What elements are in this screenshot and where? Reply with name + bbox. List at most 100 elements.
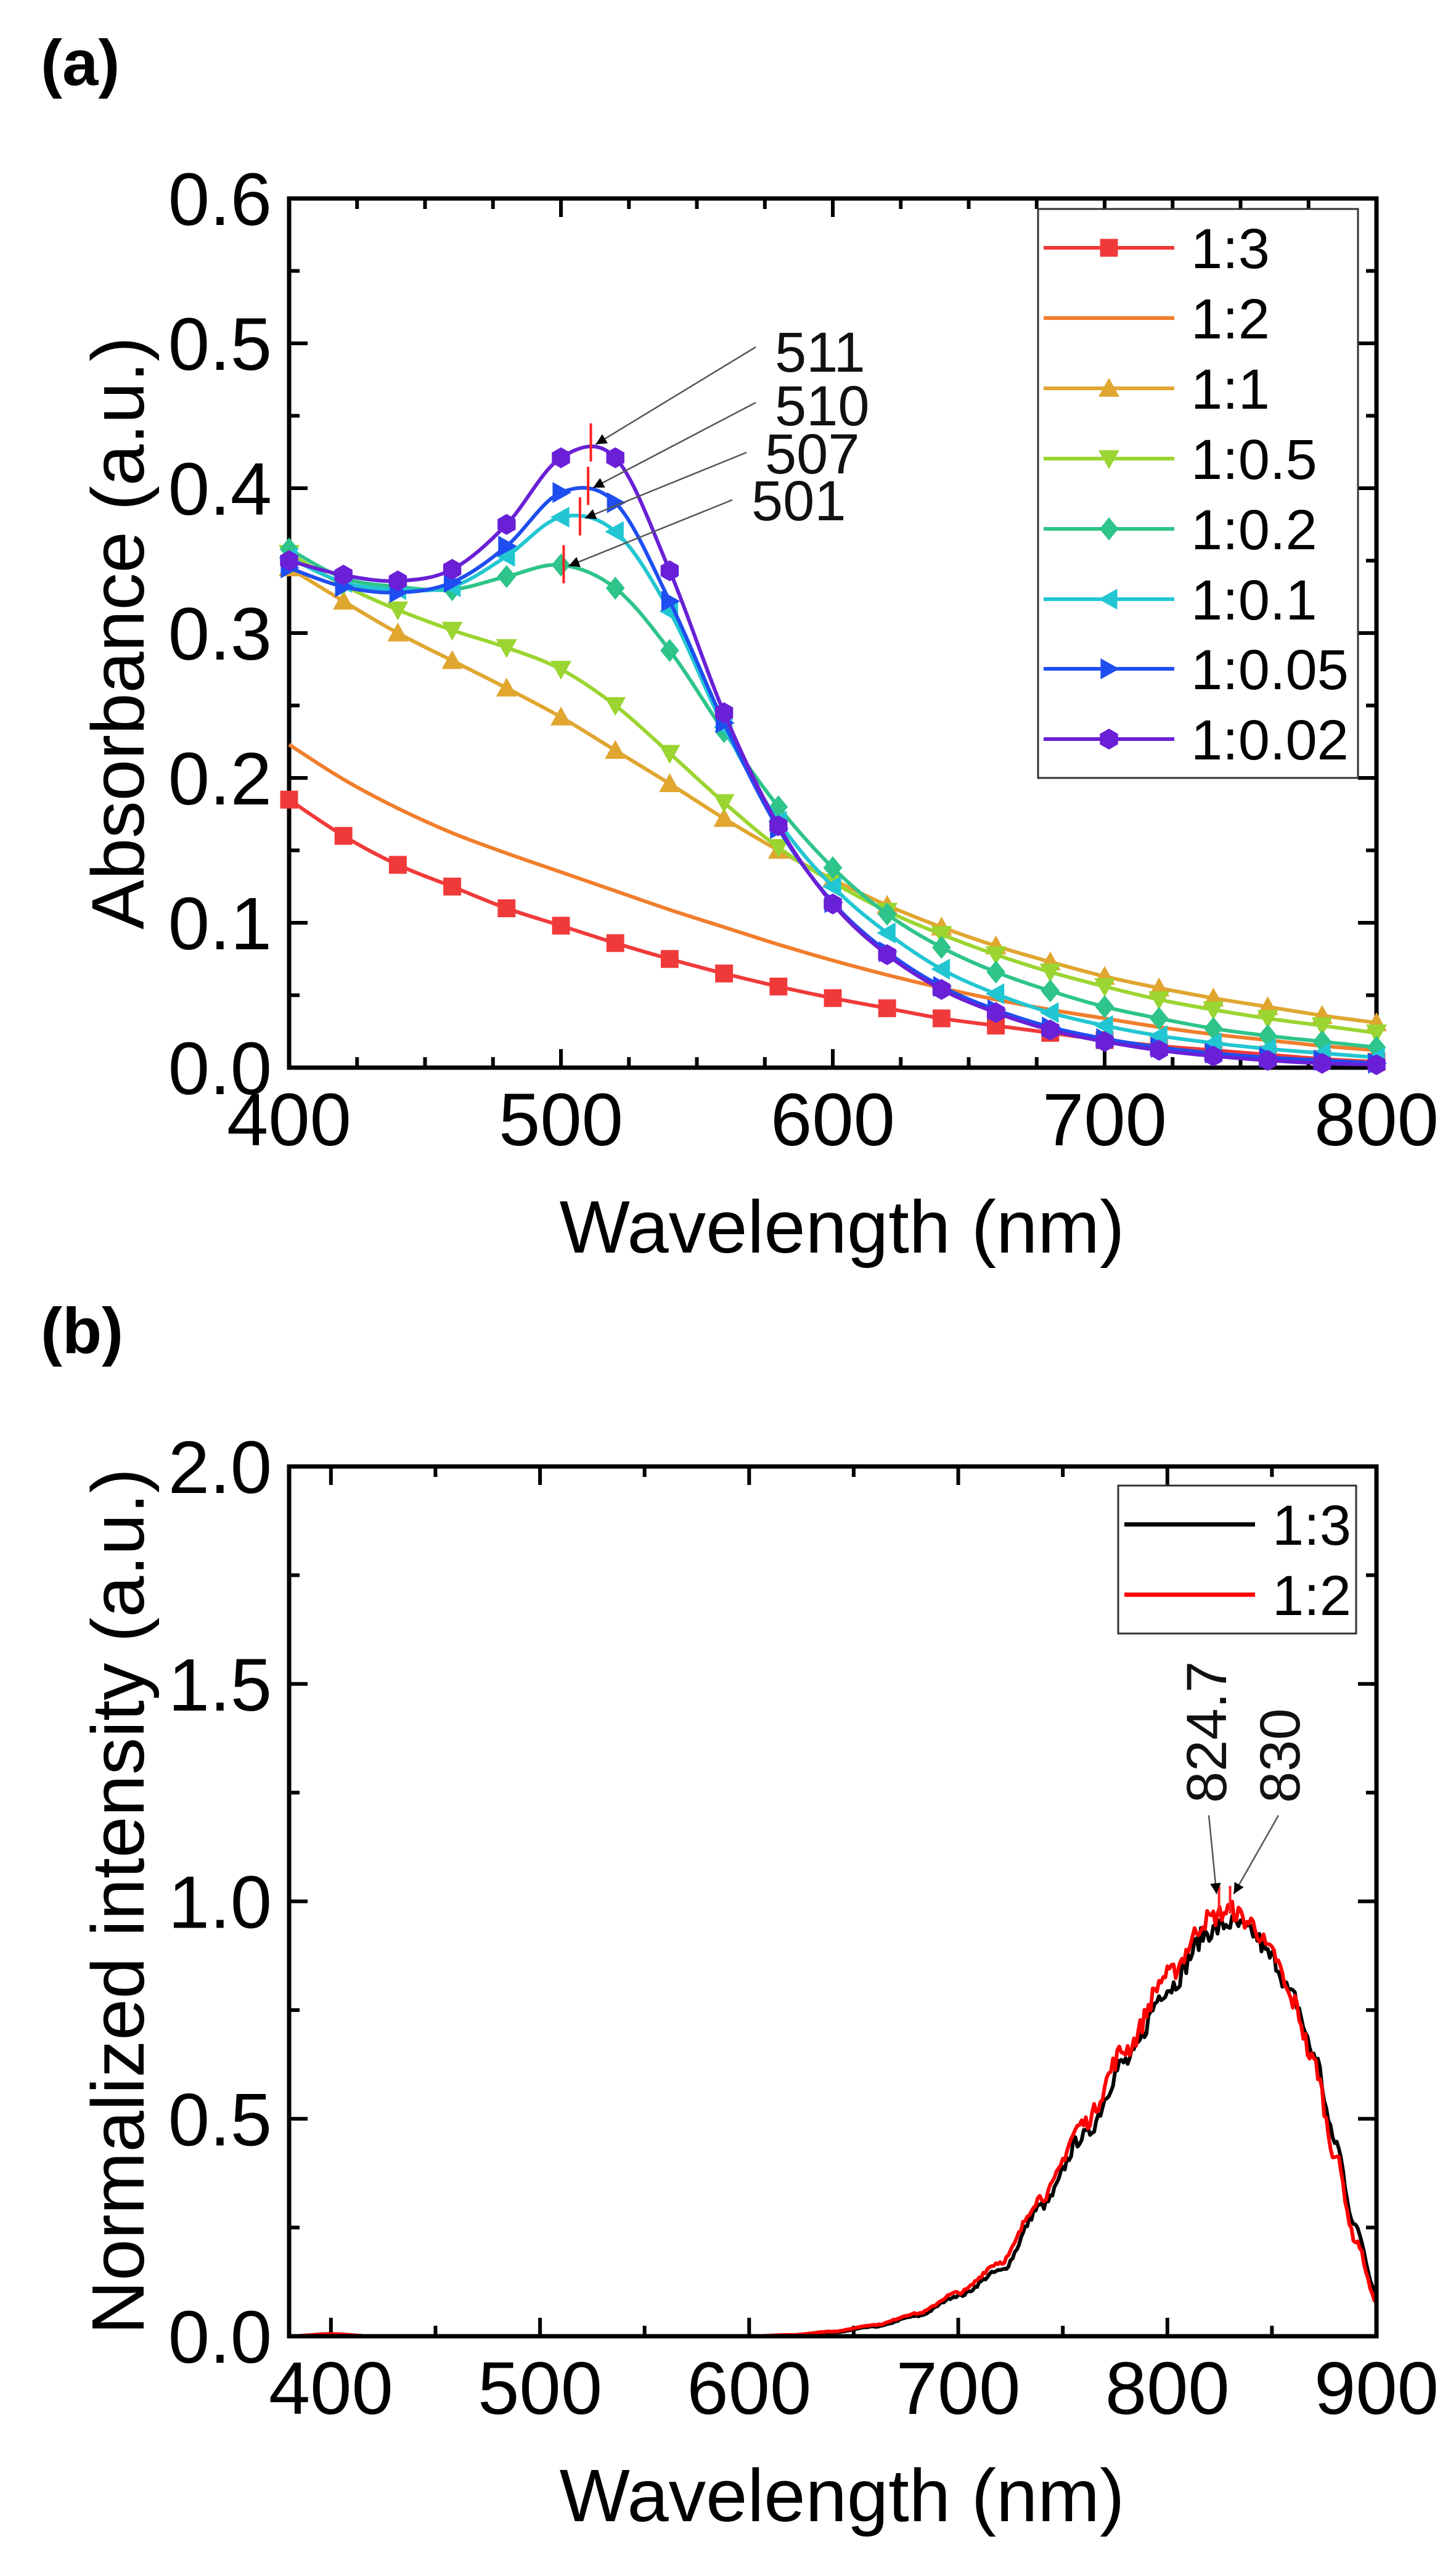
data-point-square bbox=[824, 989, 842, 1007]
data-point-square bbox=[606, 934, 624, 952]
y-tick-label: 1.5 bbox=[168, 1643, 272, 1727]
annotation-arrow bbox=[1233, 1815, 1280, 1895]
x-tick-label: 800 bbox=[1314, 1078, 1439, 1161]
data-point-triangle-left bbox=[1039, 1002, 1059, 1023]
data-point-triangle-up bbox=[387, 623, 409, 642]
x-tick-label: 900 bbox=[1314, 2346, 1439, 2430]
data-point-hexagon bbox=[1258, 1050, 1277, 1071]
y-axis-title: Absorbance (a.u.) bbox=[76, 337, 160, 930]
data-point-hexagon bbox=[824, 893, 842, 915]
series-1-2 bbox=[288, 743, 1377, 1052]
data-point-triangle-up bbox=[550, 706, 571, 726]
data-point-diamond bbox=[1041, 979, 1060, 1003]
data-point-triangle-down bbox=[1148, 991, 1170, 1010]
data-point-triangle-down bbox=[1257, 1010, 1278, 1029]
legend-label: 1:1 bbox=[1191, 358, 1270, 421]
data-point-hexagon bbox=[878, 944, 896, 965]
data-point-square bbox=[443, 877, 462, 896]
data-point-triangle-left bbox=[550, 507, 570, 528]
series-line bbox=[288, 743, 1377, 1052]
data-point-hexagon bbox=[1095, 1031, 1114, 1052]
x-tick-label: 500 bbox=[499, 1078, 623, 1161]
x-tick-label: 400 bbox=[227, 1078, 351, 1161]
series-line bbox=[288, 513, 1377, 1060]
data-point-hexagon bbox=[497, 513, 516, 535]
data-point-triangle-up bbox=[333, 591, 354, 610]
data-point-triangle-up bbox=[713, 808, 735, 827]
legend-label: 1:0.02 bbox=[1191, 709, 1349, 772]
legend-box bbox=[1117, 1484, 1357, 1635]
data-point-hexagon bbox=[986, 1002, 1005, 1023]
data-point-square bbox=[715, 964, 734, 983]
data-point-diamond bbox=[986, 960, 1005, 984]
legend-marker-hexagon bbox=[1100, 729, 1118, 750]
data-point-hexagon bbox=[443, 558, 462, 580]
data-point-hexagon bbox=[1150, 1039, 1168, 1061]
data-point-triangle-down bbox=[659, 745, 681, 764]
legend-box bbox=[1037, 208, 1359, 779]
legend-label: 1:3 bbox=[1272, 1494, 1351, 1557]
y-tick-label: 0.5 bbox=[168, 2077, 272, 2161]
pl-chart: 400 500 600 700 800 900 0.0 0.5 1.0 1.5 2.0 Wavelen… bbox=[76, 1425, 1439, 2537]
x-axis-title: Wavelength (nm) bbox=[560, 2453, 1125, 2537]
x-axis-title: Wavelength (nm) bbox=[560, 1185, 1125, 1269]
x-tick-label: 400 bbox=[269, 2346, 393, 2430]
data-point-hexagon bbox=[714, 702, 734, 724]
data-point-diamond bbox=[932, 936, 951, 959]
y-tick-label: 0.0 bbox=[168, 2295, 272, 2379]
data-point-triangle-down bbox=[1203, 1001, 1224, 1020]
data-point-diamond bbox=[660, 639, 679, 662]
data-point-triangle-down bbox=[931, 926, 952, 945]
data-point-hexagon bbox=[1041, 1019, 1060, 1041]
legend-marker-triangle-up bbox=[1098, 378, 1119, 397]
data-point-diamond bbox=[1204, 1016, 1223, 1041]
data-point-triangle-down bbox=[441, 621, 463, 641]
data-point-square bbox=[987, 1016, 1005, 1035]
data-point-triangle-up bbox=[496, 677, 517, 697]
series-line bbox=[288, 444, 1377, 1067]
data-point-triangle-left bbox=[1148, 1025, 1168, 1047]
data-point-triangle-down bbox=[550, 661, 571, 680]
legend-marker-square bbox=[1100, 239, 1118, 257]
panel-label-a: (a) bbox=[41, 27, 120, 99]
data-point-hexagon bbox=[1204, 1045, 1223, 1067]
y-tick-label: 0.6 bbox=[168, 157, 272, 241]
data-point-triangle-up bbox=[605, 740, 626, 759]
peak-annotation: 511 bbox=[775, 321, 865, 384]
series-1-0-02 bbox=[280, 444, 1386, 1076]
data-point-triangle-left bbox=[1094, 1015, 1113, 1036]
x-tick-label: 700 bbox=[1042, 1078, 1167, 1161]
legend-marker-triangle-down bbox=[1098, 450, 1119, 469]
data-point-square bbox=[878, 999, 896, 1018]
series-line-1-3 bbox=[289, 1914, 1378, 2338]
data-point-diamond bbox=[497, 565, 517, 589]
data-point-triangle-down bbox=[605, 697, 626, 716]
legend-label: 1:0.2 bbox=[1191, 499, 1317, 562]
data-point-triangle-down bbox=[1039, 963, 1061, 983]
data-point-triangle-left bbox=[496, 546, 515, 567]
series-line bbox=[288, 547, 1377, 1050]
data-point-diamond bbox=[1095, 995, 1114, 1018]
x-tick-label: 500 bbox=[478, 2346, 602, 2430]
y-tick-label: 0.4 bbox=[168, 447, 272, 531]
peak-annotation: 510 bbox=[775, 375, 870, 438]
data-point-diamond bbox=[823, 856, 843, 880]
legend-label: 1:3 bbox=[1191, 218, 1270, 280]
data-point-triangle-up bbox=[441, 650, 463, 669]
data-point-hexagon bbox=[280, 550, 298, 571]
legend-marker-triangle-left bbox=[1098, 589, 1118, 610]
y-tick-label: 0.0 bbox=[168, 1026, 272, 1110]
peak-annotation: 507 bbox=[765, 423, 860, 486]
data-point-diamond bbox=[605, 576, 625, 600]
data-point-triangle-down bbox=[1311, 1017, 1333, 1036]
data-point-triangle-down bbox=[1094, 978, 1115, 997]
data-point-triangle-down bbox=[496, 639, 517, 658]
plot-frame bbox=[287, 1464, 1379, 2339]
data-point-diamond bbox=[1149, 1007, 1169, 1030]
y-axis-title: Normalized intensity (a.u.) bbox=[76, 1468, 160, 2334]
y-tick-label: 0.2 bbox=[168, 737, 272, 820]
y-tick-label: 1.0 bbox=[168, 1860, 272, 1944]
data-point-triangle-right bbox=[552, 482, 571, 504]
x-tick-label: 700 bbox=[896, 2346, 1021, 2430]
legend: 1:3 1:2 1:1 1:0.5 1:0.2 1:0.1 1:0.05 1:0.02 bbox=[1037, 208, 1359, 779]
